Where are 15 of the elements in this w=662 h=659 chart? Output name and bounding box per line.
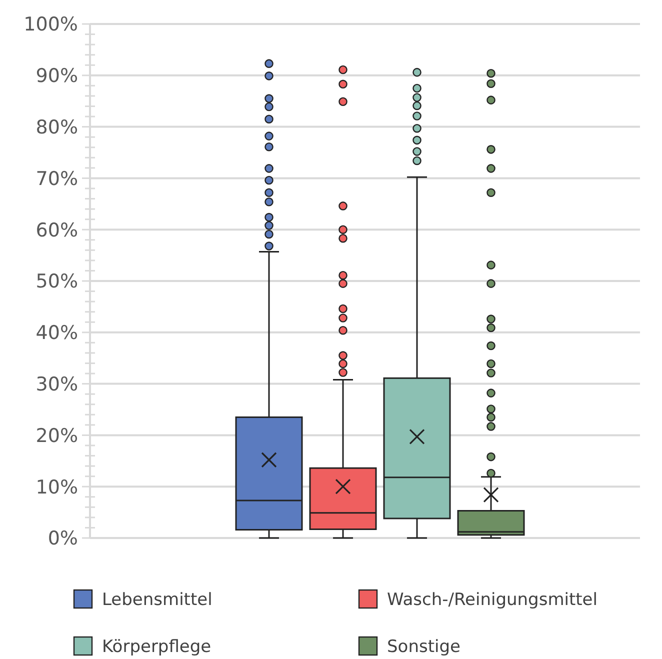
legend-label: Sonstige [387, 636, 460, 657]
y-tick-label: 90% [36, 65, 78, 88]
y-tick-label: 70% [36, 168, 78, 190]
y-tick-label: 10% [36, 476, 78, 498]
y-tick-label: 20% [36, 424, 78, 447]
legend-label: Körperpflege [102, 636, 212, 657]
y-tick-label: 0% [48, 528, 78, 550]
legend-label: Lebensmittel [102, 590, 212, 610]
y-tick-label: 80% [36, 116, 78, 138]
y-tick-label: 60% [36, 219, 78, 242]
y-tick-label: 50% [36, 270, 78, 293]
y-tick-label: 40% [36, 322, 78, 344]
y-tick-label: 30% [36, 373, 78, 396]
legend-label: Wasch-/Reinigungsmittel [387, 590, 598, 610]
y-tick-label: 100% [24, 14, 78, 36]
